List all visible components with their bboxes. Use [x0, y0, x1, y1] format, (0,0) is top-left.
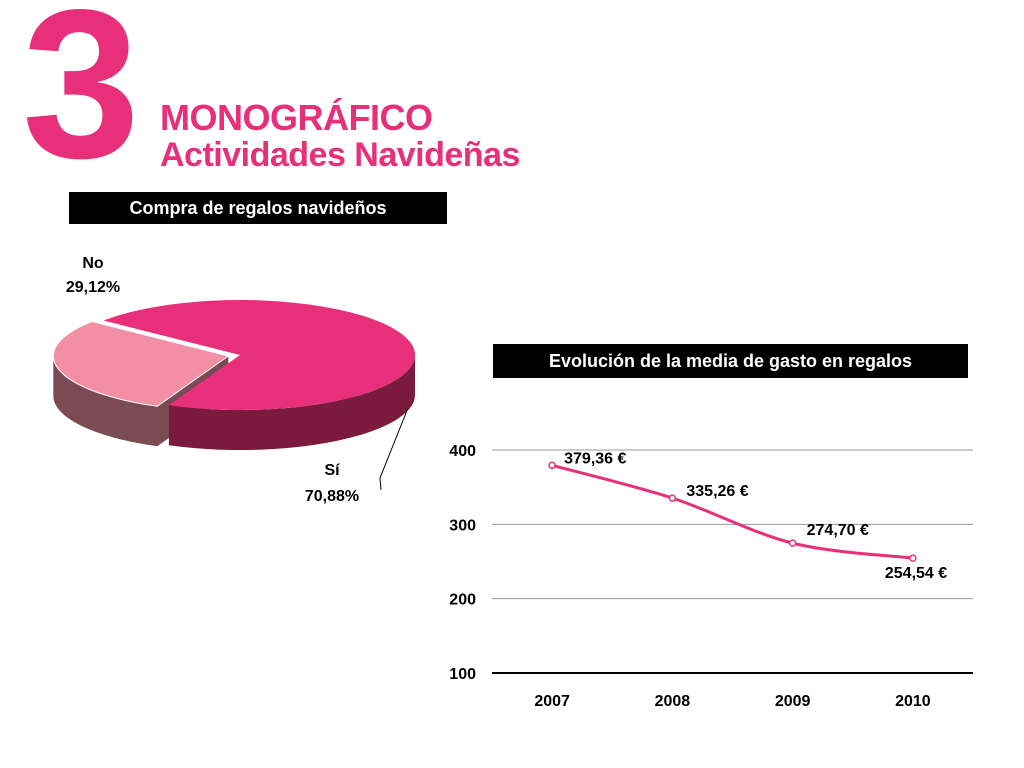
pie-label-si: Sí	[324, 462, 340, 479]
page-subtitle: Actividades Navideñas	[160, 136, 520, 174]
line-chart: 400 300 200 100 2007 2008 2009 2010 379,36 € 33…	[449, 443, 973, 710]
x-tick-label: 2009	[775, 693, 811, 710]
pie-slice-no	[52, 321, 230, 407]
y-tick-label: 100	[449, 666, 476, 683]
x-tick-label: 2010	[895, 693, 931, 710]
x-tick-label: 2008	[655, 693, 691, 710]
pie-chart: No 29,12% Sí 70,88%	[52, 255, 415, 505]
line-point	[909, 554, 917, 562]
section-number: 3	[22, 0, 140, 202]
pie-chart-title: Compra de regalos navideños	[69, 192, 447, 224]
line-series-gasto	[551, 463, 914, 560]
pie-value-si: 70,88%	[305, 488, 359, 505]
data-label: 379,36 €	[564, 450, 626, 467]
pie-label-no: No	[82, 255, 104, 272]
y-tick-label: 200	[449, 592, 476, 609]
line-chart-title: Evolución de la media de gasto en regalo…	[493, 344, 968, 378]
line-point	[788, 539, 797, 547]
page-title: MONOGRÁFICO	[160, 97, 433, 138]
y-tick-label: 400	[449, 443, 476, 460]
pie-slice-si	[103, 299, 415, 411]
data-label: 274,70 €	[807, 522, 869, 539]
data-label: 254,54 €	[885, 565, 947, 582]
x-tick-label: 2007	[534, 693, 570, 710]
pie-slice-si-side	[168, 355, 415, 450]
line-point	[548, 461, 556, 470]
line-point	[668, 494, 677, 502]
pie-leader-line	[379, 407, 409, 491]
data-label: 335,26 €	[686, 483, 748, 500]
y-tick-label: 300	[449, 517, 476, 534]
pie-value-no: 29,12%	[66, 279, 120, 296]
